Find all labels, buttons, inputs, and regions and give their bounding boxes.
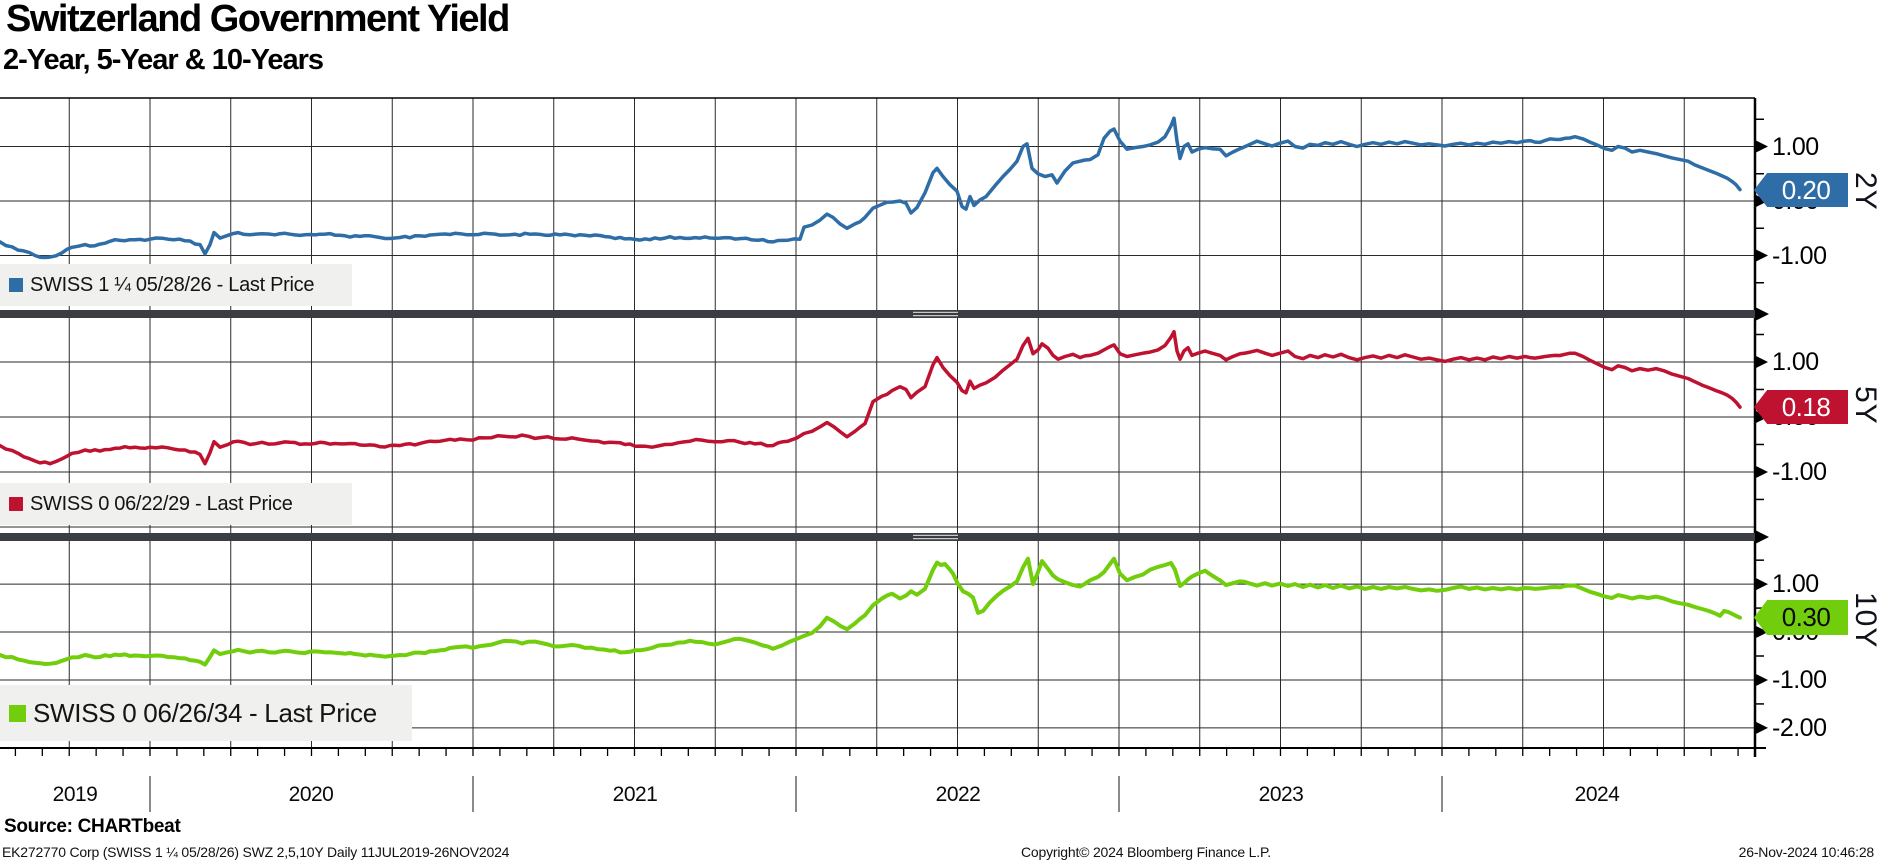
y-axis-tick-label: -2.00: [1772, 713, 1827, 742]
x-tick-2019: 2019: [52, 783, 98, 806]
panel-axis-label-5y: 5Y: [1849, 386, 1877, 425]
y-axis-tick-label: 1.00: [1772, 347, 1819, 376]
last-price-badge-2y[interactable]: 0.20: [1754, 173, 1848, 207]
panel-separator[interactable]: [0, 307, 1769, 321]
series-line-5y[interactable]: [0, 329, 1742, 466]
legend-5y[interactable]: SWISS 0 06/22/29 - Last Price: [0, 483, 352, 525]
gridlines-2Y: [0, 98, 1755, 310]
legend-label-2y: SWISS 1 ¼ 05/28/26 - Last Price: [30, 273, 315, 296]
last-price-badge-5y[interactable]: 0.18: [1754, 390, 1848, 424]
series-line-10y[interactable]: [0, 556, 1742, 667]
x-tick-2024: 2024: [1574, 783, 1620, 806]
legend-2y[interactable]: SWISS 1 ¼ 05/28/26 - Last Price: [0, 264, 352, 306]
chart-frame: [0, 97, 1766, 812]
x-tick-2022: 2022: [935, 783, 981, 806]
page-title: Switzerland Government Yield: [6, 0, 510, 40]
last-price-badge-10y[interactable]: 0.30: [1754, 600, 1848, 635]
y-axis-tick-label: 1.00: [1772, 132, 1819, 161]
y-axis-ticks-10Y: [1755, 559, 1768, 734]
footer-security-info: EK272770 Corp (SWISS 1 ¼ 05/28/26) SWZ 2…: [2, 844, 510, 860]
y-axis-tick-label: 1.00: [1772, 570, 1819, 599]
panel-axis-label-10y: 10Y: [1849, 592, 1877, 649]
series-line-2y[interactable]: [0, 116, 1742, 260]
legend-swatch-5y: [9, 497, 23, 511]
panel-axis-label-2y: 2Y: [1849, 172, 1877, 211]
x-tick-2021: 2021: [612, 783, 658, 806]
y-axis-ticks-2Y: [1755, 118, 1768, 284]
x-tick-2023: 2023: [1258, 783, 1304, 806]
legend-swatch-2y: [9, 278, 23, 292]
x-tick-2020: 2020: [288, 783, 334, 806]
y-axis-tick-label: -1.00: [1772, 457, 1827, 486]
legend-10y[interactable]: SWISS 0 06/26/34 - Last Price: [0, 685, 412, 741]
panel-separator[interactable]: [0, 530, 1769, 544]
source-label: Source: CHARTbeat: [4, 816, 181, 837]
y-axis-tick-label: -1.00: [1772, 241, 1827, 270]
page-subtitle: 2-Year, 5-Year & 10-Years: [3, 44, 324, 76]
legend-swatch-10y: [9, 704, 26, 722]
legend-label-5y: SWISS 0 06/22/29 - Last Price: [30, 492, 293, 515]
separator-grip-handle[interactable]: [913, 311, 958, 317]
footer-timestamp: 26-Nov-2024 10:46:28: [1738, 844, 1875, 860]
footer-copyright: Copyright© 2024 Bloomberg Finance L.P.: [1021, 844, 1271, 860]
y-axis-tick-label: -1.00: [1772, 665, 1827, 694]
legend-label-10y: SWISS 0 06/26/34 - Last Price: [33, 697, 377, 728]
separator-grip-handle[interactable]: [913, 534, 958, 540]
